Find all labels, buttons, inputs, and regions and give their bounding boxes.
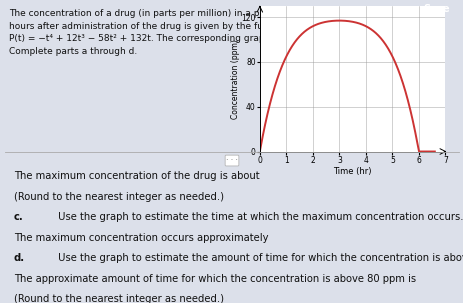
Text: The maximum concentration occurs approximately: The maximum concentration occurs approxi…	[14, 233, 271, 243]
Text: (Round to the nearest integer as needed.): (Round to the nearest integer as needed.…	[14, 294, 224, 303]
Text: · · ·: · · ·	[225, 156, 238, 165]
Text: Use the graph to estimate the time at which the maximum concentration occurs.: Use the graph to estimate the time at wh…	[55, 212, 463, 222]
Text: (Round to the nearest integer as needed.): (Round to the nearest integer as needed.…	[14, 192, 224, 202]
Text: Save: Save	[422, 4, 449, 14]
Text: The concentration of a drug (in parts per million) in a patient’s bloodstream t
: The concentration of a drug (in parts pe…	[9, 9, 369, 55]
Text: The maximum concentration of the drug is about: The maximum concentration of the drug is…	[14, 171, 262, 181]
Y-axis label: Concentration (ppm): Concentration (ppm)	[231, 39, 239, 119]
X-axis label: Time (hr): Time (hr)	[333, 168, 371, 176]
Text: Use the graph to estimate the amount of time for which the concentration is abov: Use the graph to estimate the amount of …	[55, 253, 463, 263]
Text: The approximate amount of time for which the concentration is above 80 ppm is: The approximate amount of time for which…	[14, 274, 418, 284]
Text: d.: d.	[14, 253, 25, 263]
Text: c.: c.	[14, 212, 24, 222]
